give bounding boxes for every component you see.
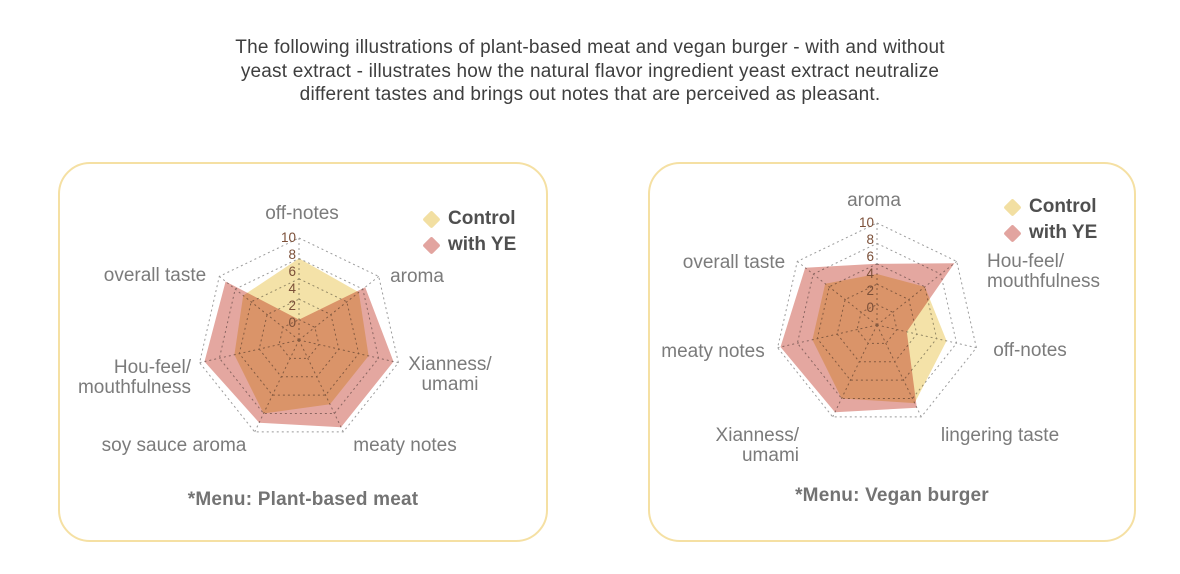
title-line-1: The following illustrations of plant-bas… [235, 37, 945, 58]
axis-label-hou-feel-mouthfulness: Hou-feel/ mouthfulness [77, 357, 191, 398]
page-title: The following illustrations of plant-bas… [0, 36, 1180, 107]
title-line-3: different tastes and brings out notes th… [299, 84, 881, 105]
control-diamond-icon [422, 209, 441, 229]
axis-label-off-notes: off-notes [993, 340, 1067, 361]
scale-ticks: 10 8 6 4 2 0 [859, 215, 875, 315]
tick-label: 2 [288, 298, 296, 313]
chart-card-vegan-burger: 10 8 6 4 2 0 aroma Hou-feel/ mouthfulnes… [648, 162, 1136, 542]
control-diamond-icon [1003, 197, 1022, 217]
series-polygon-with-ye [780, 263, 955, 413]
tick-label: 10 [281, 230, 296, 245]
chart-card-plant-based-meat: 10 8 6 4 2 0 off-notes aroma Xianness/ u… [58, 162, 548, 542]
legend-item-with-ye: with YE [1003, 222, 1098, 244]
tick-label: 0 [288, 315, 296, 330]
axis-label-overall-taste: overall taste [103, 265, 207, 286]
tick-label: 6 [866, 249, 874, 264]
tick-label: 4 [288, 281, 296, 296]
chart-caption: *Menu: Vegan burger [795, 485, 989, 506]
with-ye-diamond-icon [1003, 223, 1022, 243]
legend-label-control: Control [448, 208, 516, 229]
tick-label: 10 [859, 215, 874, 230]
axis-label-overall-taste: overall taste [682, 252, 786, 273]
chart-caption: *Menu: Plant-based meat [187, 489, 419, 510]
legend-item-with-ye: with YE [422, 234, 517, 256]
tick-label: 0 [866, 300, 874, 315]
legend-label-with-ye: with YE [1029, 222, 1098, 243]
axis-label-off-notes: off-notes [265, 203, 339, 224]
legend-label-with-ye: with YE [448, 234, 517, 255]
axis-label-aroma: aroma [847, 190, 901, 211]
scale-ticks: 10 8 6 4 2 0 [281, 230, 297, 330]
axis-label-xianness-umami: Xianness/ umami [408, 354, 492, 395]
axis-label-xianness-umami: Xianness/ umami [715, 425, 799, 466]
grid-ring [199, 237, 399, 433]
radar-chart-vegan-burger: 10 8 6 4 2 0 [777, 215, 977, 418]
axis-label-lingering-taste: lingering taste [940, 425, 1060, 446]
axis-label-meaty-notes: meaty notes [353, 435, 457, 456]
legend-label-control: Control [1029, 196, 1097, 217]
axis-label-soy-sauce-aroma: soy sauce aroma [101, 435, 247, 456]
tick-label: 6 [288, 264, 296, 279]
tick-label: 8 [866, 232, 874, 247]
legend-item-control: Control [422, 208, 516, 230]
with-ye-diamond-icon [422, 235, 441, 255]
grid-ring [777, 222, 977, 418]
axis-label-meaty-notes: meaty notes [661, 341, 765, 362]
series-polygon-with-ye [204, 281, 394, 428]
axis-label-hou-feel-mouthfulness: Hou-feel/ mouthfulness [987, 251, 1101, 292]
title-line-2: yeast extract - illustrates how the natu… [240, 60, 940, 82]
tick-label: 8 [288, 247, 296, 262]
axis-label-aroma: aroma [390, 266, 444, 287]
radar-chart-plant-based-meat: 10 8 6 4 2 0 [199, 230, 399, 433]
tick-label: 4 [866, 266, 874, 281]
legend-item-control: Control [1003, 196, 1097, 218]
tick-label: 2 [866, 283, 874, 298]
